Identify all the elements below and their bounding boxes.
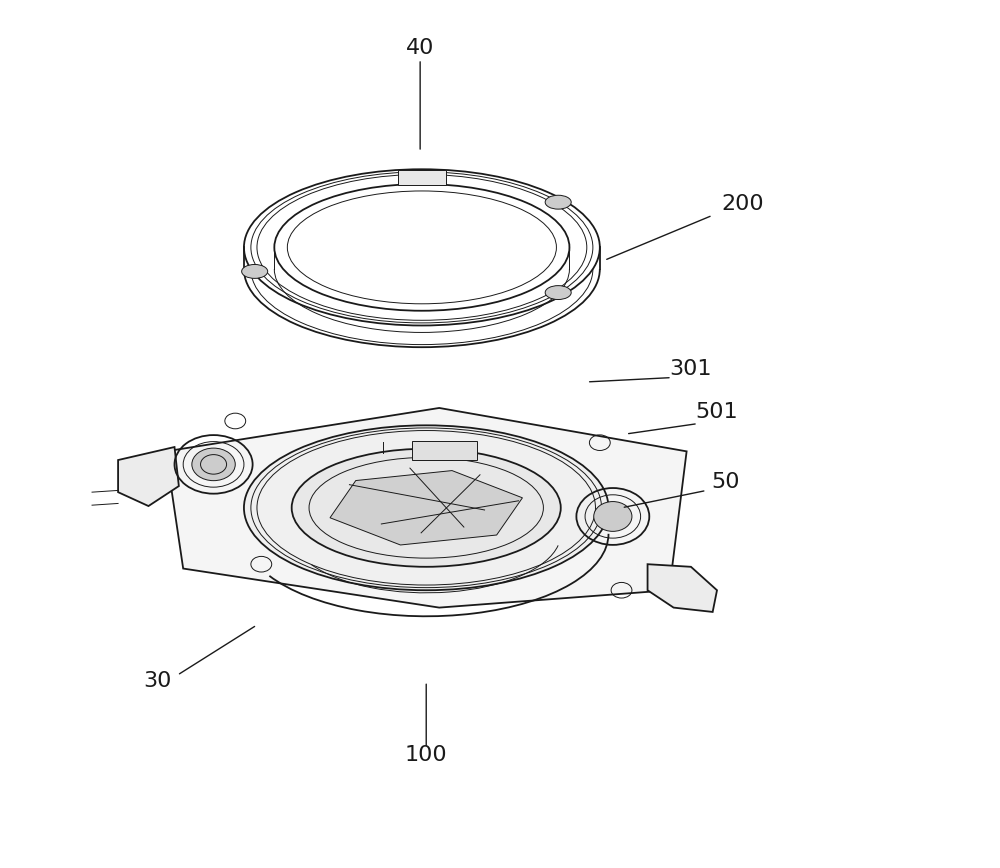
Ellipse shape [244, 425, 608, 590]
Polygon shape [330, 470, 522, 545]
Ellipse shape [409, 170, 435, 184]
Text: 200: 200 [722, 194, 764, 214]
Ellipse shape [244, 169, 600, 326]
Polygon shape [118, 447, 179, 506]
Text: 501: 501 [696, 402, 738, 423]
Text: 50: 50 [711, 471, 740, 492]
Ellipse shape [545, 286, 571, 299]
Polygon shape [648, 564, 717, 612]
Text: 30: 30 [143, 671, 171, 692]
Text: 100: 100 [405, 745, 448, 766]
Text: 40: 40 [406, 37, 434, 58]
Ellipse shape [594, 502, 632, 531]
Ellipse shape [242, 265, 268, 279]
Ellipse shape [545, 195, 571, 209]
Ellipse shape [292, 449, 561, 567]
FancyBboxPatch shape [412, 441, 477, 460]
Ellipse shape [192, 448, 235, 481]
Polygon shape [166, 408, 687, 608]
FancyBboxPatch shape [398, 170, 446, 185]
Text: 301: 301 [670, 358, 712, 379]
